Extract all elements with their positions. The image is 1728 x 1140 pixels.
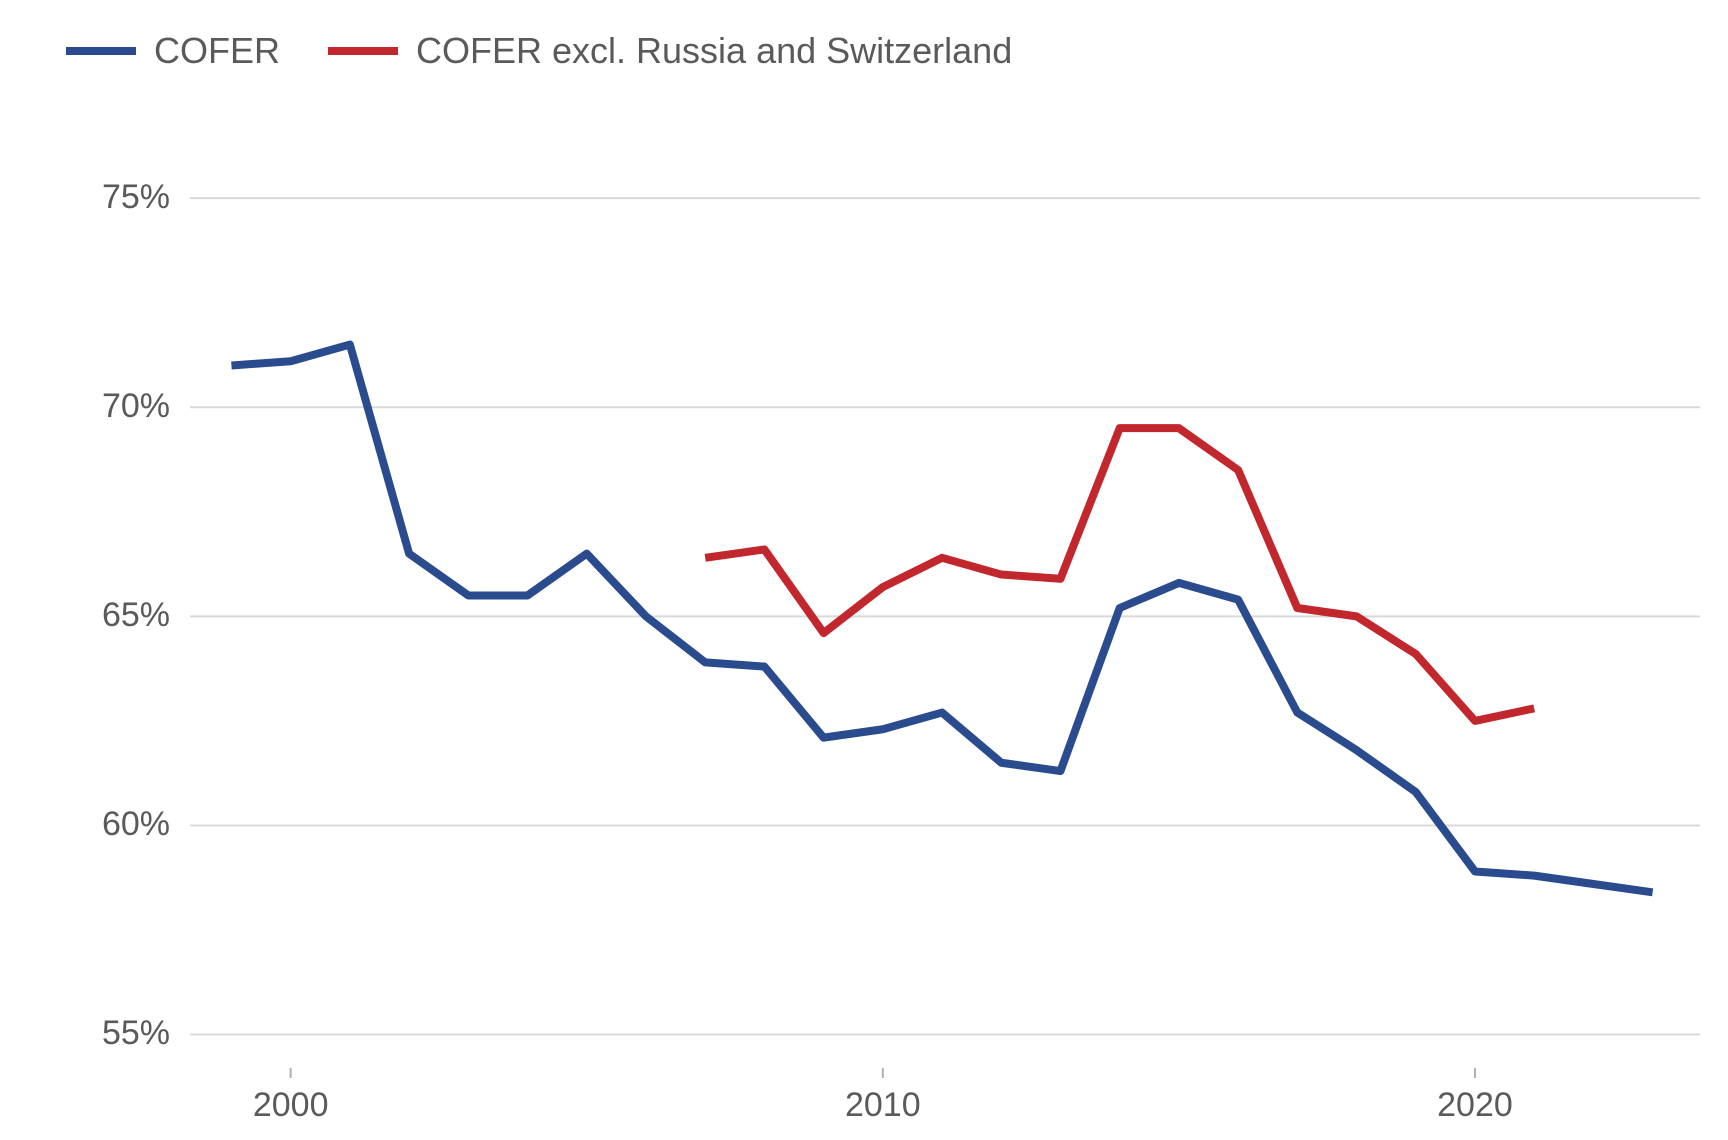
series-line bbox=[231, 345, 1652, 893]
series-line bbox=[705, 428, 1534, 721]
y-axis-label: 60% bbox=[60, 805, 170, 844]
y-axis-label: 65% bbox=[60, 596, 170, 635]
y-axis-label: 75% bbox=[60, 178, 170, 217]
plot-area bbox=[0, 0, 1728, 1140]
x-axis-label: 2000 bbox=[253, 1086, 329, 1125]
y-axis-label: 70% bbox=[60, 387, 170, 426]
x-axis-label: 2010 bbox=[845, 1086, 921, 1125]
line-chart: COFERCOFER excl. Russia and Switzerland … bbox=[0, 0, 1728, 1140]
y-axis-label: 55% bbox=[60, 1014, 170, 1053]
x-axis-label: 2020 bbox=[1437, 1086, 1513, 1125]
